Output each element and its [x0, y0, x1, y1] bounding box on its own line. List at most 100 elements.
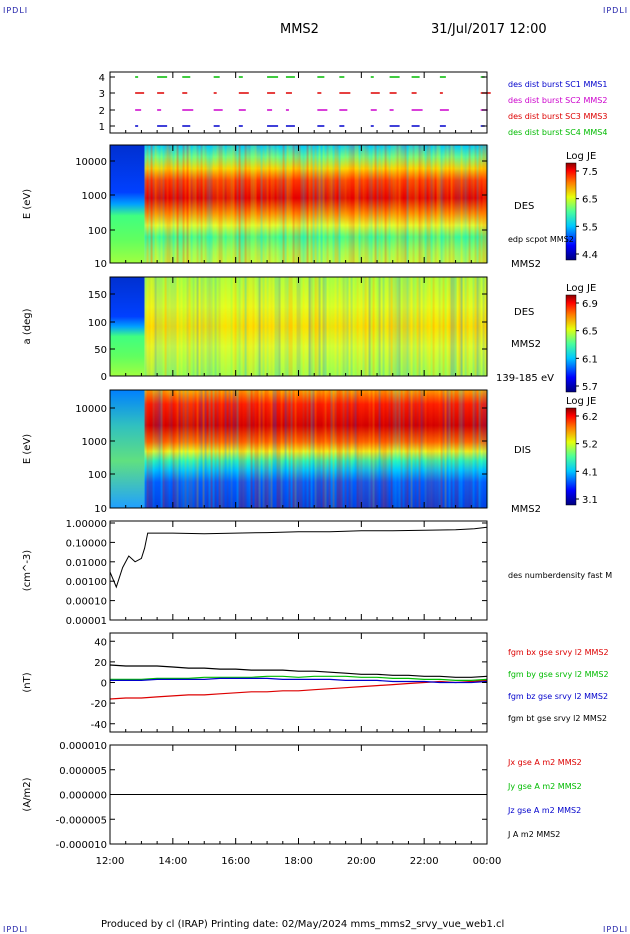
- des-pitch-time-column: [308, 277, 311, 376]
- des-energy-time-column: [164, 145, 167, 263]
- des-pitch-time-column: [154, 277, 157, 376]
- dis-energy-time-column: [448, 390, 451, 508]
- des-pitch-time-column: [418, 277, 421, 376]
- des-pitch-time-column: [326, 277, 329, 376]
- des-pitch-time-column: [458, 277, 461, 376]
- des-energy-time-column: [342, 145, 345, 263]
- des-energy-time-column: [380, 145, 383, 263]
- dis-energy-time-column: [206, 390, 209, 508]
- des-energy-time-column: [172, 145, 175, 263]
- des-energy-time-column: [322, 145, 325, 263]
- dis-energy-time-column: [260, 390, 263, 508]
- des-energy-time-column: [418, 145, 421, 263]
- des-energy-time-column: [312, 145, 315, 263]
- des-pitch-time-column: [468, 277, 471, 376]
- dis-energy-time-column: [364, 390, 367, 508]
- des-pitch-time-column: [420, 277, 423, 376]
- des-pitch-time-column: [378, 277, 381, 376]
- des-pitch-tick-label: 0: [101, 372, 107, 383]
- des-pitch-time-column: [210, 277, 213, 376]
- burst-tick-label: 2: [99, 106, 105, 117]
- dis-energy-time-column: [186, 390, 189, 508]
- dis-energy-time-column: [386, 390, 389, 508]
- des-pitch-time-column: [428, 277, 431, 376]
- density-tick-label: 0.00001: [66, 616, 107, 627]
- des-energy-time-column: [382, 145, 385, 263]
- des-pitch-time-column: [482, 277, 485, 376]
- dis-energy-time-column: [306, 390, 309, 508]
- dis-energy-time-column: [214, 390, 217, 508]
- des-pitch-time-column: [376, 277, 379, 376]
- des-pitch-colorbar-tick-label: 6.1: [582, 354, 598, 365]
- dis-energy-time-column: [190, 390, 193, 508]
- dis-energy-tick-label: 10: [94, 504, 107, 515]
- dis-energy-time-column: [420, 390, 423, 508]
- corner-tag-bottom-right: IPDLI: [603, 925, 629, 934]
- burst-tick-label: 3: [99, 89, 105, 100]
- des-energy-time-column: [346, 145, 349, 263]
- dis-energy-time-column: [198, 390, 201, 508]
- des-energy-time-column: [420, 145, 423, 263]
- des-energy-time-column: [152, 145, 155, 263]
- des-pitch-time-column: [340, 277, 343, 376]
- dis-energy-time-column: [174, 390, 177, 508]
- dis-energy-time-column: [444, 390, 447, 508]
- des-energy-time-column: [272, 145, 275, 263]
- current-ylabel: (A/m2): [22, 777, 33, 811]
- des-energy-time-column: [286, 145, 289, 263]
- des-pitch-time-column: [310, 277, 313, 376]
- dis-energy-time-column: [294, 390, 297, 508]
- dis-energy-time-column: [172, 390, 175, 508]
- des-pitch-time-column: [328, 277, 331, 376]
- dis-energy-time-column: [238, 390, 241, 508]
- dis-energy-time-column: [436, 390, 439, 508]
- dis-energy-time-column: [348, 390, 351, 508]
- des-pitch-time-column: [216, 277, 219, 376]
- dis-energy-time-column: [180, 390, 183, 508]
- des-energy-quiet-region: [110, 145, 145, 263]
- des-energy-time-column: [232, 145, 235, 263]
- des-pitch-time-column: [206, 277, 209, 376]
- bfield-series-line: [109, 679, 488, 700]
- des-energy-time-column: [320, 145, 323, 263]
- des-pitch-time-column: [318, 277, 321, 376]
- des-energy-tick-label: 100: [88, 226, 107, 237]
- density-series-line: [109, 526, 488, 589]
- des-pitch-time-column: [344, 277, 347, 376]
- des-energy-time-column: [406, 145, 409, 263]
- time-axis-label: 22:00: [410, 856, 439, 867]
- dis-energy-time-column: [284, 390, 287, 508]
- time-axis-label: 14:00: [158, 856, 187, 867]
- dis-energy-time-column: [232, 390, 235, 508]
- des-pitch-time-column: [238, 277, 241, 376]
- des-pitch-time-column: [334, 277, 337, 376]
- dis-energy-time-column: [388, 390, 391, 508]
- des-pitch-time-column: [284, 277, 287, 376]
- des-pitch-time-column: [244, 277, 247, 376]
- des-energy-time-column: [408, 145, 411, 263]
- current-legend-entry: Jx gse A m2 MMS2: [507, 758, 582, 767]
- des-energy-time-column: [450, 145, 453, 263]
- density-panel-frame: [109, 520, 488, 621]
- dis-energy-time-column: [222, 390, 225, 508]
- dis-energy-time-column: [424, 390, 427, 508]
- des-energy-tick-label: 10000: [75, 157, 107, 168]
- dis-energy-time-column: [428, 390, 431, 508]
- current-tick-label: 0.000010: [59, 741, 107, 752]
- des-energy-time-column: [184, 145, 187, 263]
- current-legend-entry: J A m2 MMS2: [507, 830, 560, 839]
- des-pitch-time-column: [246, 277, 249, 376]
- dis-energy-time-column: [274, 390, 277, 508]
- des-energy-time-column: [306, 145, 309, 263]
- dis-energy-time-column: [266, 390, 269, 508]
- des-pitch-time-column: [174, 277, 177, 376]
- dis-energy-time-column: [426, 390, 429, 508]
- des-energy-time-column: [440, 145, 443, 263]
- dis-energy-time-column: [462, 390, 465, 508]
- des-energy-tick-label: 10: [94, 259, 107, 270]
- des-energy-time-column: [296, 145, 299, 263]
- burst-legend-entry: des dist burst SC3 MMS3: [508, 112, 607, 121]
- des-energy-time-column: [290, 145, 293, 263]
- des-energy-time-column: [350, 145, 353, 263]
- des-pitch-colorbar-tick-label: 6.5: [582, 327, 598, 338]
